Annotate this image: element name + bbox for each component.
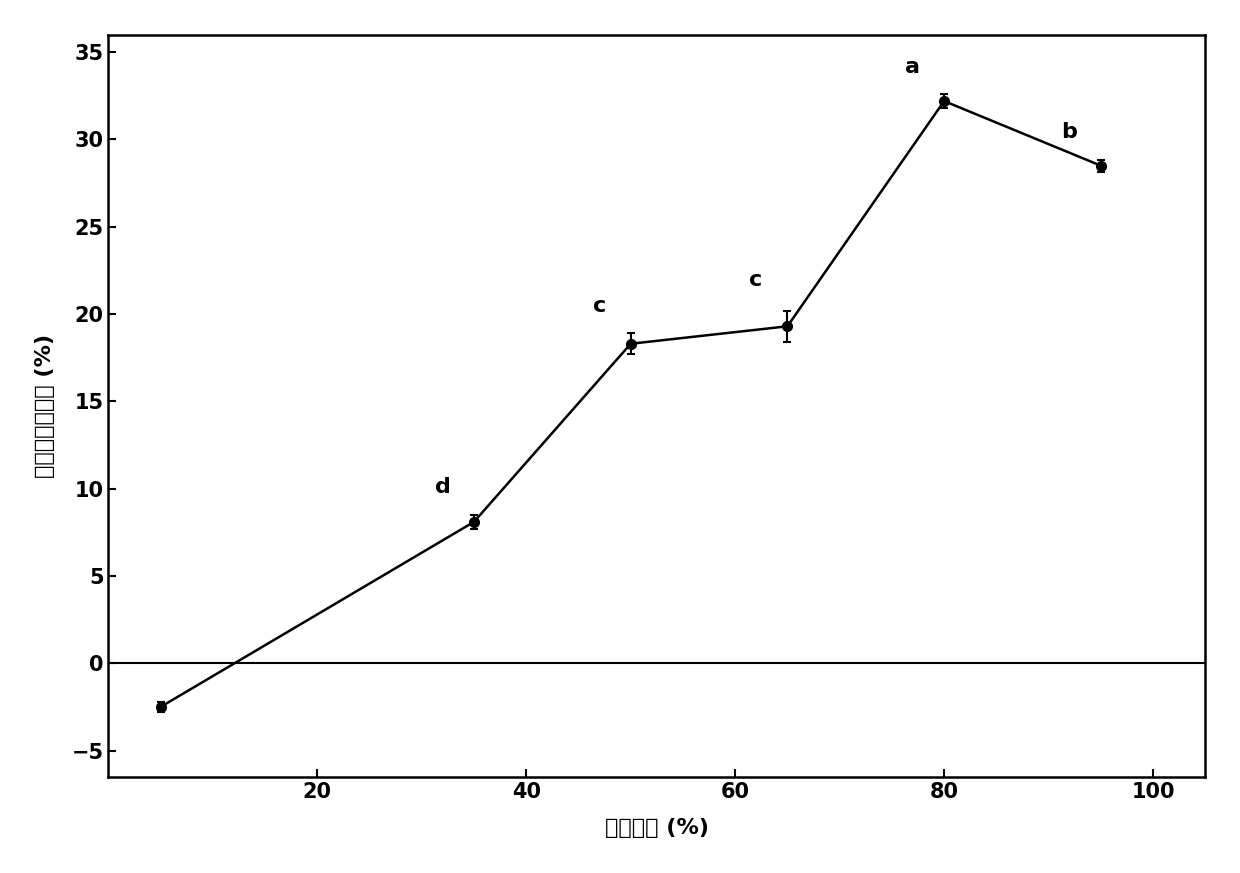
Text: d: d bbox=[435, 478, 450, 498]
Y-axis label: 酰氧酸酶抑制率 (%): 酰氧酸酶抑制率 (%) bbox=[35, 333, 55, 478]
Text: c: c bbox=[593, 296, 606, 316]
Text: a: a bbox=[905, 57, 920, 77]
Text: b: b bbox=[1061, 122, 1078, 142]
Text: c: c bbox=[749, 270, 763, 290]
X-axis label: 乙醇浓度 (%): 乙醇浓度 (%) bbox=[605, 818, 709, 838]
